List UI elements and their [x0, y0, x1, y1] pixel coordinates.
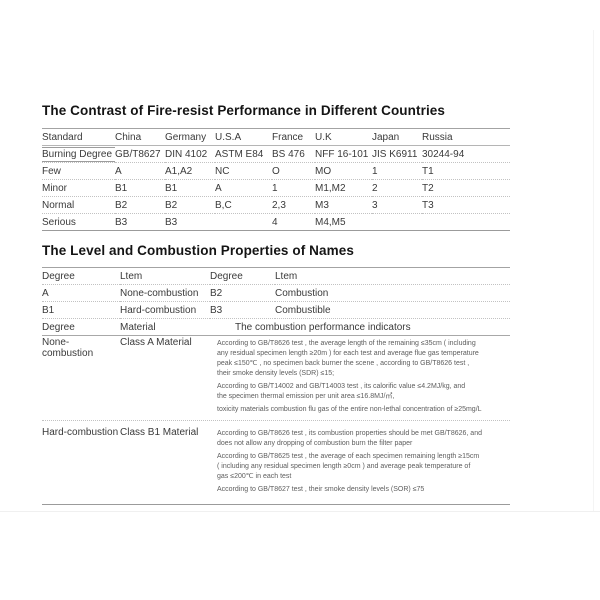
cell: B1 [115, 179, 165, 197]
description-paragraph: According to GB/T8626 test , the average… [217, 340, 479, 377]
table-row-burning-degree: Burning Degree GB/T8627 DIN 4102 ASTM E8… [42, 145, 510, 163]
cell: Combustion [275, 284, 510, 302]
cell [372, 214, 422, 231]
level-table: Degree Ltem Degree Ltem A None-combustio… [42, 267, 510, 336]
table-row-indicator: Degree Material The combustion performan… [42, 319, 510, 336]
cell: B1 [42, 301, 120, 319]
cell: A [115, 162, 165, 180]
description-paragraph: toxicity materials combustion flu gas of… [217, 406, 482, 413]
cell-indicator-label: The combustion performance indicators [235, 321, 411, 333]
cell: Few [42, 162, 115, 180]
cell: B2 [115, 196, 165, 214]
description-paragraph: According to GB/T8625 test , the average… [217, 453, 480, 480]
cell-degree-header: Degree [42, 267, 120, 285]
detail-row-hard-combustion: Hard-combustion Class B1 Material Accord… [42, 424, 510, 505]
cell: ASTM E84 [215, 145, 272, 163]
cell: MO [315, 162, 372, 180]
cell: BS 476 [272, 145, 315, 163]
detail-description: According to GB/T8626 test , the average… [217, 334, 510, 418]
cell [422, 214, 510, 231]
page-edge-right [593, 30, 594, 511]
cell: A1,A2 [165, 162, 215, 180]
cell-ltem-header: Ltem [120, 267, 210, 285]
detail-description: According to GB/T8626 test , its combust… [217, 424, 510, 498]
cell: 4 [272, 216, 278, 228]
cell: Combustible [275, 301, 510, 319]
cell: B3 [210, 301, 275, 319]
cell: T1 [422, 162, 510, 180]
page-edge-bottom [0, 511, 600, 512]
cell: None-combustion [120, 284, 210, 302]
cell: T3 [422, 196, 510, 214]
cell: DIN 4102 [165, 145, 215, 163]
cell: Minor [42, 179, 115, 197]
table-row-standard: Standard China Germany U.S.A France U.K … [42, 128, 510, 146]
cell: NC [215, 162, 272, 180]
cell: B2 [210, 284, 275, 302]
table-row-few: Few A A1,A2 NC O MO 1 T1 [42, 162, 510, 180]
cell: 2 [372, 179, 422, 197]
cell: B1 [165, 179, 215, 197]
contrast-table-title: The Contrast of Fire-resist Performance … [42, 103, 446, 118]
cell: JIS K6911 [372, 145, 422, 163]
detail-material: Class B1 Material [120, 427, 199, 438]
cell-degree-label: Degree [42, 321, 75, 333]
table-row-normal: Normal B2 B2 B,C 2,3 M3 3 T3 [42, 196, 510, 214]
cell: 1 [272, 179, 315, 197]
table-row-b1: B1 Hard-combustion B3 Combustible [42, 301, 510, 319]
table-row-header: Degree Ltem Degree Ltem [42, 267, 510, 285]
cell: A [42, 284, 120, 302]
cell: O [272, 162, 315, 180]
level-table-title: The Level and Combustion Properties of N… [42, 243, 354, 258]
detail-degree: Hard-combustion [42, 427, 119, 438]
detail-material: Class A Material [120, 337, 192, 348]
cell: GB/T8627 [115, 145, 165, 163]
table-row-a: A None-combustion B2 Combustion [42, 284, 510, 302]
cell: M3 [315, 196, 372, 214]
burning-degree-box: Burning Degree [42, 146, 115, 162]
cell: 30244-94 [422, 145, 510, 163]
cell-country-uk: U.K [315, 128, 372, 146]
detail-degree: None-combustion [42, 337, 94, 359]
cell: M4,M5 [315, 216, 346, 228]
contrast-table: Standard China Germany U.S.A France U.K … [42, 128, 510, 231]
cell-standard: Standard [42, 128, 115, 146]
cell: 1 [372, 162, 422, 180]
cell-material-label: Material [120, 321, 156, 333]
cell-country-usa: U.S.A [215, 128, 272, 146]
combustion-details: None-combustion Class A Material Accordi… [42, 334, 510, 505]
cell: 3 [372, 196, 422, 214]
cell: M1,M2 [315, 179, 372, 197]
cell: Normal [42, 196, 115, 214]
cell: T2 [422, 179, 510, 197]
table-row-serious: Serious B3 B3 4 M4,M5 [42, 214, 510, 231]
cell: 2,3 [272, 196, 315, 214]
cell: B,C [215, 196, 272, 214]
cell-country-china: China [115, 128, 165, 146]
cell: Hard-combustion [120, 301, 210, 319]
cell: B3 [115, 216, 128, 228]
cell: Serious [42, 216, 76, 228]
cell: B3 [165, 216, 178, 228]
cell-country-germany: Germany [165, 128, 215, 146]
cell-degree-header: Degree [210, 267, 275, 285]
detail-row-none-combustion: None-combustion Class A Material Accordi… [42, 334, 510, 421]
description-paragraph: According to GB/T8626 test , its combust… [217, 430, 482, 447]
cell-ltem-header: Ltem [275, 267, 510, 285]
cell [215, 214, 272, 231]
cell: A [215, 179, 272, 197]
table-row-minor: Minor B1 B1 A 1 M1,M2 2 T2 [42, 179, 510, 197]
cell-country-russia: Russia [422, 128, 510, 146]
cell-country-france: France [272, 128, 315, 146]
description-paragraph: According to GB/T14002 and GB/T14003 tes… [217, 383, 466, 400]
cell-country-japan: Japan [372, 128, 422, 146]
description-paragraph: According to GB/T8627 test , their smoke… [217, 486, 425, 493]
cell: NFF 16-101 [315, 145, 372, 163]
cell-burning-degree: Burning Degree [42, 145, 115, 163]
cell: B2 [165, 196, 215, 214]
